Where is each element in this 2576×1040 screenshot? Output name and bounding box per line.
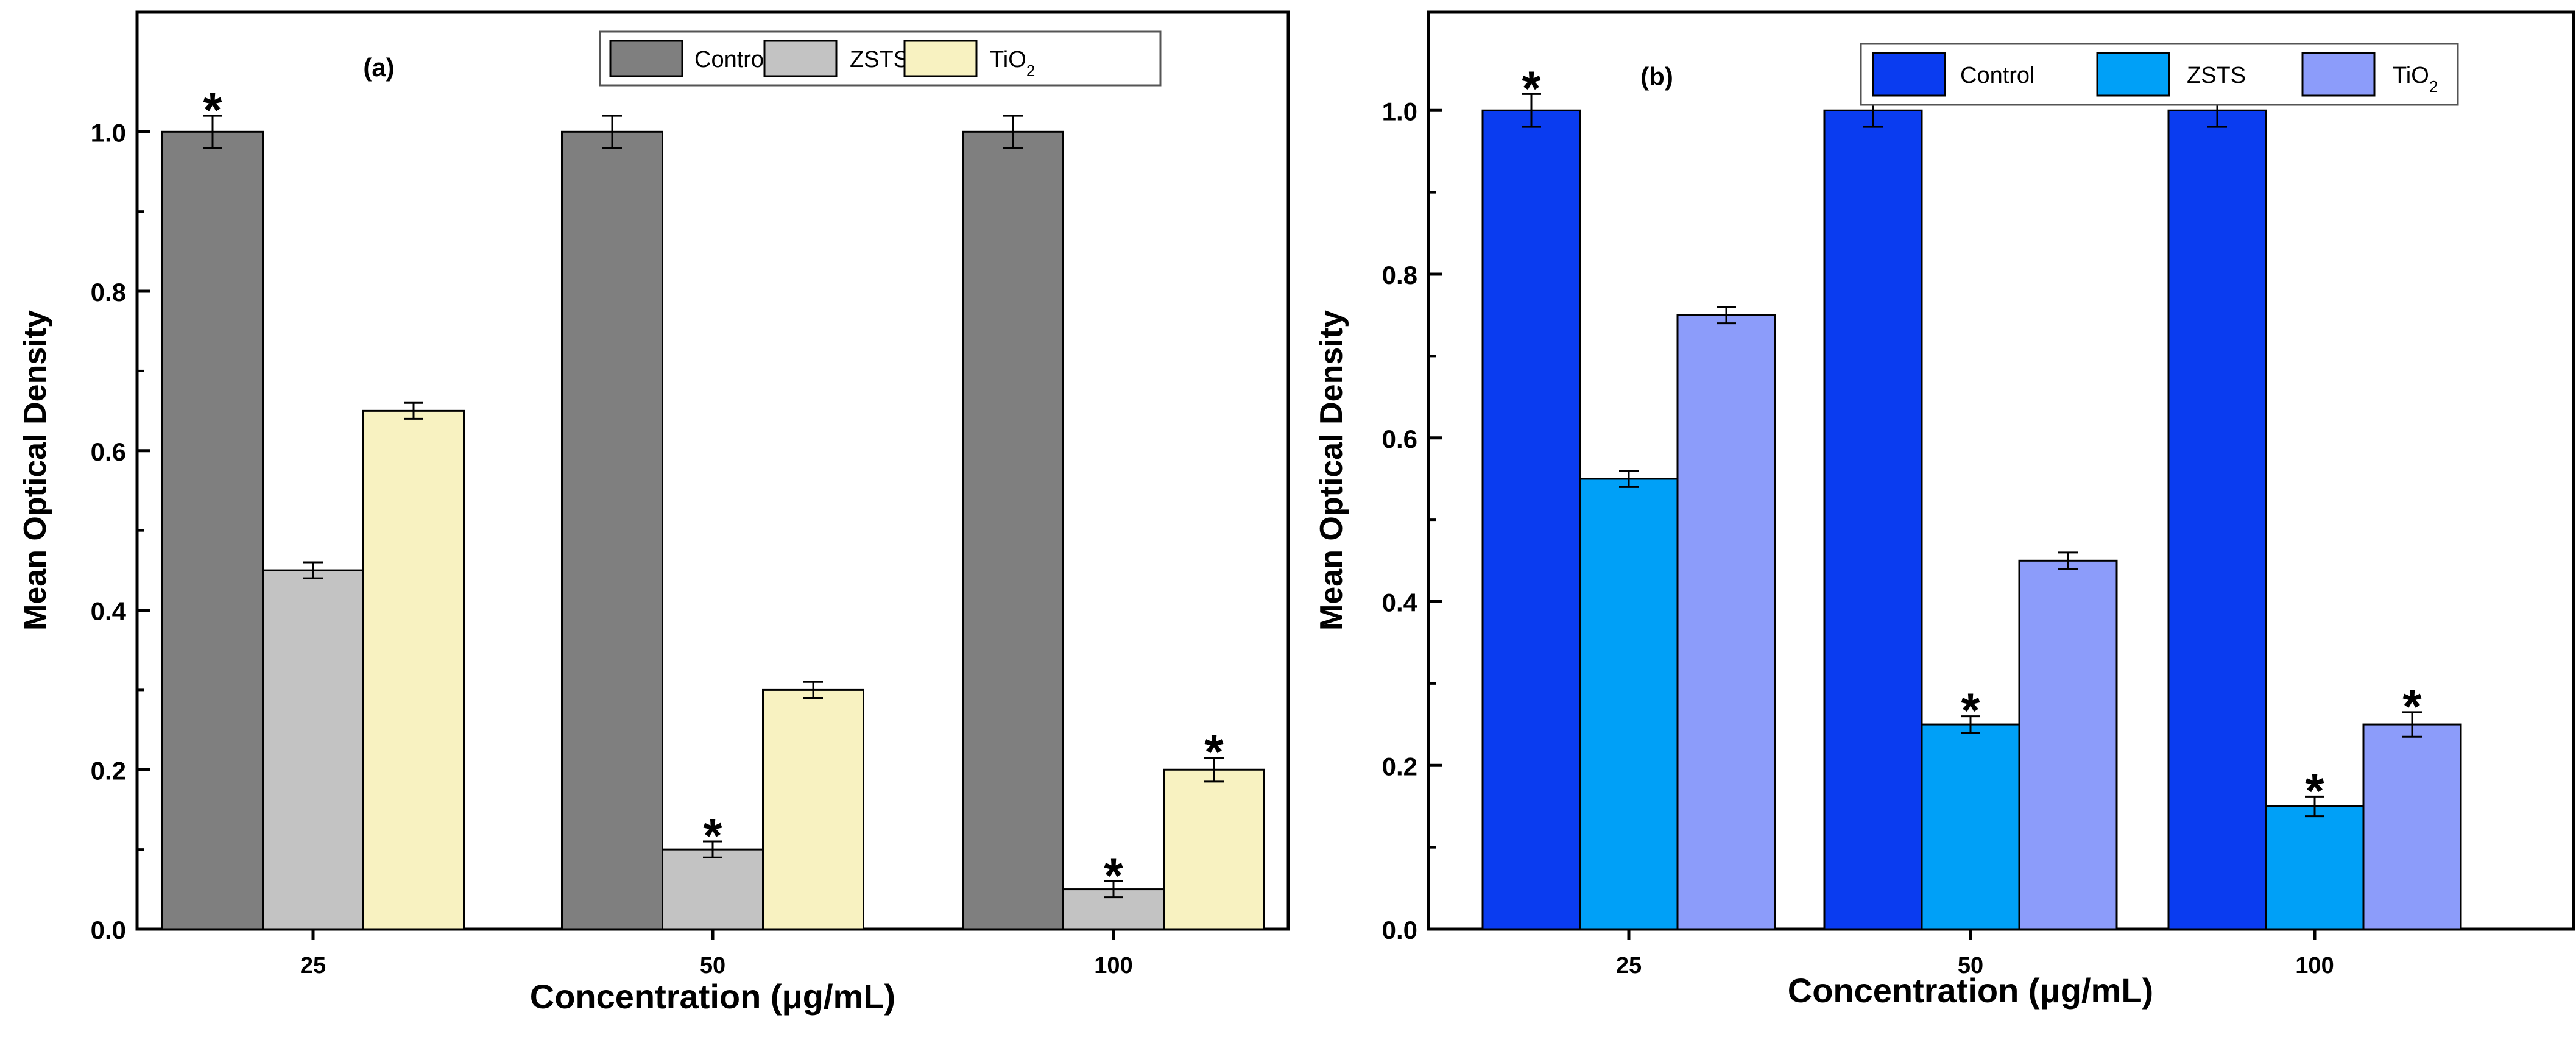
- y-axis-label-b: Mean Optical Density: [1314, 310, 1349, 631]
- legend-label-b: Control: [1960, 63, 2035, 88]
- significance-marker-b: *: [1961, 684, 1980, 738]
- legend-swatch-b: [2301, 52, 2376, 97]
- bar-a-tio2-50: [762, 688, 864, 930]
- significance-marker-b: *: [2402, 679, 2422, 734]
- legend-b: Control ZSTS TiO2: [1860, 43, 2459, 106]
- y-tick-label-b: 0.2: [1382, 752, 1417, 780]
- y-tick-label-a: 0.2: [91, 756, 126, 785]
- significance-marker-b: *: [2305, 763, 2324, 818]
- significance-marker-a: *: [1104, 848, 1123, 902]
- bar-a-zsts-100: [1062, 888, 1165, 930]
- significance-marker-a: *: [203, 83, 222, 137]
- x-axis-label-b: Concentration (μg/mL): [1788, 971, 2153, 1010]
- chart-panel-b: (b) Mean Optical Density Concentration (…: [1314, 10, 2575, 1010]
- bar-a-zsts-50: [662, 848, 764, 930]
- bar-a-tio2-100: [1163, 768, 1265, 930]
- bar-a-control-100: [962, 130, 1064, 930]
- bar-a-tio2-25: [362, 409, 465, 930]
- panel-label-a: (a): [363, 53, 394, 82]
- y-tick-label-a: 0.0: [91, 916, 126, 944]
- bar-b-tio2-25: [1676, 314, 1776, 930]
- chart-panel-a: (a) Mean Optical Density Concentration (…: [18, 10, 1290, 1016]
- y-axis-label-a: Mean Optical Density: [18, 310, 53, 631]
- x-tick-label-b: 25: [1616, 953, 1642, 978]
- bar-a-control-50: [561, 130, 663, 930]
- y-tick-label-b: 0.8: [1382, 261, 1417, 289]
- y-tick-label-b: 1.0: [1382, 97, 1417, 126]
- y-tick-label-b: 0.6: [1382, 425, 1417, 453]
- bar-b-tio2-100: [2362, 723, 2462, 930]
- panel-label-b: (b): [1640, 62, 1673, 91]
- y-tick-label-a: 0.4: [91, 597, 127, 626]
- bar-b-zsts-25: [1579, 478, 1679, 930]
- bar-b-control-100: [2167, 109, 2267, 930]
- bar-b-zsts-100: [2265, 805, 2365, 930]
- y-tick-label-a: 1.0: [91, 118, 126, 147]
- x-tick-label-a: 50: [700, 953, 725, 978]
- legend-swatch-a: [763, 40, 838, 77]
- legend-label-a: Control: [694, 47, 769, 73]
- legend-swatch-b: [2096, 52, 2170, 97]
- x-tick-label-a: 100: [1094, 953, 1132, 978]
- bar-a-zsts-25: [262, 569, 364, 930]
- bar-a-control-25: [161, 130, 264, 930]
- legend-box-a: [599, 30, 1162, 87]
- legend-swatch-a: [609, 40, 683, 77]
- y-tick-label-b: 0.4: [1382, 589, 1418, 617]
- legend-swatch-a: [903, 40, 978, 77]
- legend-swatch-b: [1872, 52, 1946, 97]
- x-tick-label-b: 100: [2295, 953, 2334, 978]
- x-tick-label-a: 25: [300, 953, 326, 978]
- y-tick-label-a: 0.8: [91, 278, 126, 306]
- bar-b-zsts-50: [1921, 723, 2020, 930]
- bar-b-tio2-50: [2018, 559, 2118, 930]
- significance-marker-a: *: [1204, 725, 1224, 779]
- significance-marker-a: *: [703, 808, 722, 863]
- significance-marker-b: *: [1522, 61, 1541, 115]
- x-axis-label-a: Concentration (μg/mL): [530, 977, 895, 1016]
- legend-label-a: ZSTS: [850, 47, 909, 73]
- bar-b-control-50: [1823, 109, 1923, 930]
- legend-a: Control ZSTS TiO2: [599, 30, 1162, 87]
- bar-b-control-25: [1481, 109, 1581, 930]
- y-tick-label-b: 0.0: [1382, 916, 1417, 944]
- x-tick-label-b: 50: [1958, 953, 1983, 978]
- y-tick-label-a: 0.6: [91, 437, 126, 466]
- legend-label-b: ZSTS: [2187, 63, 2246, 88]
